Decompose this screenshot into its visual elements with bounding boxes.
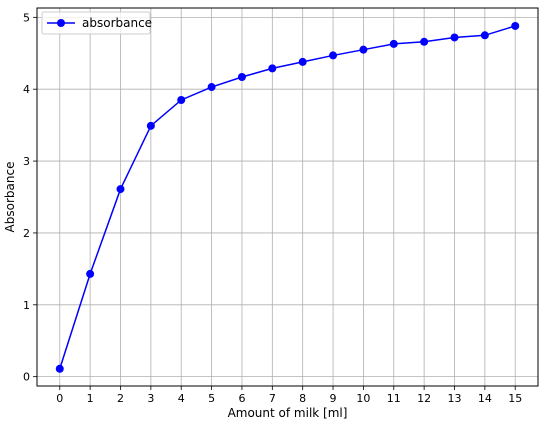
- data-point: [268, 64, 277, 73]
- y-axis-label: Absorbance: [3, 162, 17, 233]
- data-point: [480, 31, 489, 40]
- data-point: [389, 39, 398, 48]
- data-point: [420, 37, 429, 46]
- y-tick-label: 1: [23, 299, 30, 312]
- x-tick-label: 6: [238, 392, 245, 405]
- data-point: [298, 57, 307, 66]
- y-axis: 0 1 2 3 4 5: [23, 11, 37, 384]
- x-tick-label: 11: [387, 392, 401, 405]
- data-point: [146, 121, 155, 130]
- plot-frame: [36, 7, 539, 387]
- x-tick-label: 9: [330, 392, 337, 405]
- data-point: [116, 185, 125, 194]
- y-tick-label: 2: [23, 227, 30, 240]
- x-tick-label: 5: [208, 392, 215, 405]
- data-point: [450, 33, 459, 42]
- x-tick-label: 12: [417, 392, 431, 405]
- series-layer: [55, 21, 520, 373]
- y-tick-label: 4: [23, 83, 30, 96]
- data-point: [177, 95, 186, 104]
- data-point: [86, 269, 95, 278]
- legend-label: absorbance: [82, 16, 152, 30]
- x-axis: 0 1 2 3 4 5 6 7 8 9 10 11 12 13 14 15: [56, 386, 522, 405]
- y-tick-label: 0: [23, 371, 30, 384]
- data-point: [237, 72, 246, 81]
- data-point: [359, 45, 368, 54]
- x-tick-label: 0: [56, 392, 63, 405]
- grid-lines: [37, 8, 538, 386]
- data-point: [329, 51, 338, 60]
- x-tick-label: 1: [87, 392, 94, 405]
- x-axis-label: Amount of milk [ml]: [228, 406, 348, 420]
- legend: absorbance: [41, 11, 152, 35]
- y-tick-label: 3: [23, 155, 30, 168]
- x-tick-label: 10: [356, 392, 370, 405]
- legend-marker: [57, 19, 65, 27]
- x-tick-label: 2: [117, 392, 124, 405]
- y-tick-label: 5: [23, 11, 30, 24]
- data-point: [55, 364, 64, 373]
- x-tick-label: 4: [178, 392, 185, 405]
- x-tick-label: 15: [508, 392, 522, 405]
- x-tick-label: 8: [299, 392, 306, 405]
- series-line-absorbance: [59, 25, 516, 369]
- x-tick-label: 3: [147, 392, 154, 405]
- x-tick-label: 13: [448, 392, 462, 405]
- data-point: [207, 83, 216, 92]
- x-tick-label: 7: [269, 392, 276, 405]
- x-tick-label: 14: [478, 392, 492, 405]
- data-point: [511, 21, 520, 30]
- legend-box: [41, 11, 151, 35]
